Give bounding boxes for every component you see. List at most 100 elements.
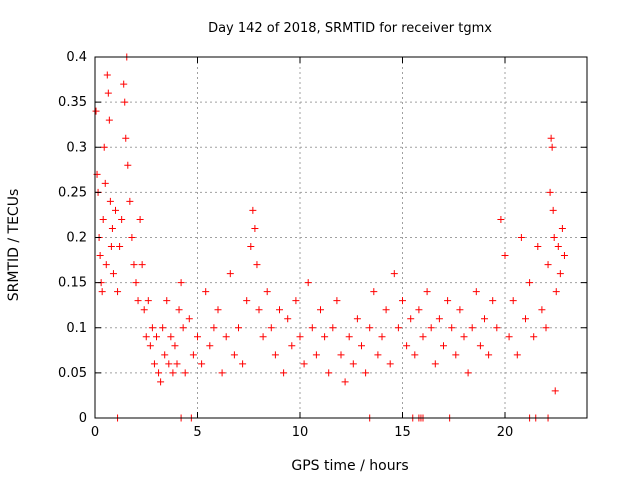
data-point [134,297,142,305]
data-point [243,297,251,305]
data-point [452,351,460,359]
data-point [419,333,427,341]
data-point [210,324,218,332]
data-point [558,224,566,232]
data-point [407,315,415,323]
data-point [460,333,468,341]
data-point [538,306,546,314]
data-point [312,351,320,359]
data-point [530,333,538,341]
data-point [263,288,271,296]
data-point [378,333,386,341]
data-point [399,297,406,305]
data-point [150,360,158,368]
data-point [497,215,505,223]
x-axis-label: GPS time / hours [291,458,408,474]
data-point [505,333,513,341]
data-point [456,306,464,314]
data-points [92,53,568,422]
data-point [431,360,439,368]
data-point [253,261,261,269]
data-point [218,369,226,377]
data-point [349,360,357,368]
data-point [132,279,140,287]
data-point [239,360,247,368]
data-point [337,351,345,359]
data-point [276,306,283,314]
data-point [501,252,509,260]
data-point [284,315,292,323]
data-point [317,306,324,314]
data-point [112,206,119,214]
data-point [526,279,534,287]
data-point [333,297,341,305]
data-point [517,234,525,241]
data-point [198,360,206,368]
data-point [427,324,435,332]
data-point [114,288,122,296]
data-point [161,351,169,359]
data-point [300,360,308,368]
data-point [159,324,167,332]
data-point [440,342,447,350]
data-point [345,333,353,341]
data-point [370,288,378,296]
data-point [548,143,556,151]
data-point [468,324,476,332]
data-point [415,306,423,314]
data-point [92,107,100,115]
data-point [296,333,304,341]
data-point [124,161,132,169]
data-point [362,369,370,377]
data-point [366,324,374,332]
data-point [509,297,517,305]
data-point [481,315,488,323]
data-point [121,98,129,106]
data-point [546,188,554,196]
y-tick-label: 0 [79,411,87,426]
data-point [130,261,138,269]
data-point [547,134,555,142]
data-point [177,279,185,287]
data-point [280,369,288,377]
data-point [96,252,104,260]
data-point [230,351,238,359]
data-point [288,342,296,350]
y-tick-label: 0.25 [58,185,87,200]
data-point [267,324,275,332]
data-point [179,324,187,332]
data-point [556,270,564,278]
data-point [140,306,148,314]
data-point [157,378,165,386]
data-point [175,306,183,314]
data-point [247,243,255,251]
data-point [435,315,443,323]
x-tick-label: 0 [91,425,99,440]
data-point [206,342,214,350]
data-point [107,243,115,251]
data-point [128,234,136,241]
data-point [153,333,160,341]
data-point [472,288,480,296]
y-tick-label: 0.2 [66,231,87,246]
data-point [476,342,484,350]
data-point [122,134,130,142]
data-point [100,143,108,151]
data-point [226,270,234,278]
data-point [99,215,107,223]
data-point [251,224,259,232]
data-point [544,261,552,269]
data-point [513,351,521,359]
data-point [165,360,173,368]
data-point [249,206,257,214]
grid-lines [95,57,587,418]
data-point [448,324,456,332]
data-point [542,324,550,332]
data-point [411,351,419,359]
data-point [103,71,111,79]
data-point [464,369,472,377]
data-point [126,197,134,205]
chart-title: Day 142 of 2018, SRMTID for receiver tgm… [208,21,492,36]
data-point [118,215,126,223]
